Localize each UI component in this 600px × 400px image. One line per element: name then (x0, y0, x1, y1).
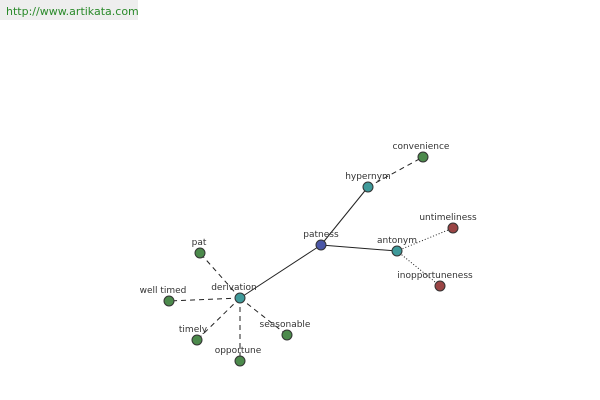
node[interactable] (194, 247, 206, 259)
edge (196, 297, 241, 341)
node-label[interactable]: patness (303, 230, 339, 240)
edge (367, 156, 424, 188)
edge (199, 252, 241, 299)
node-label[interactable]: untimeliness (419, 213, 477, 223)
node-label[interactable]: inopportuneness (397, 271, 473, 281)
edge (168, 297, 241, 302)
edge (396, 227, 454, 252)
node[interactable] (362, 181, 374, 193)
node[interactable] (447, 222, 459, 234)
edge (239, 297, 288, 336)
node-label[interactable]: convenience (393, 142, 450, 152)
node[interactable] (191, 334, 203, 346)
node-label[interactable]: timely (179, 325, 208, 335)
node[interactable] (315, 239, 327, 251)
node[interactable] (163, 295, 175, 307)
node-label[interactable]: pat (192, 238, 207, 248)
edge (396, 250, 441, 287)
node[interactable] (234, 292, 246, 304)
node-label[interactable]: opportune (215, 346, 262, 356)
edge (320, 186, 369, 246)
node[interactable] (434, 280, 446, 292)
edge (239, 244, 322, 299)
node[interactable] (417, 151, 429, 163)
node-label[interactable]: well timed (140, 286, 187, 296)
node[interactable] (391, 245, 403, 257)
node-label[interactable]: derivation (211, 283, 257, 293)
node-label[interactable]: seasonable (260, 320, 311, 330)
node[interactable] (234, 355, 246, 367)
node[interactable] (281, 329, 293, 341)
site-url[interactable]: http://www.artikata.com (6, 5, 139, 18)
edge (320, 244, 398, 252)
header-bar (0, 0, 138, 20)
node-label[interactable]: antonym (377, 236, 417, 246)
node-label[interactable]: hypernym (345, 172, 391, 182)
